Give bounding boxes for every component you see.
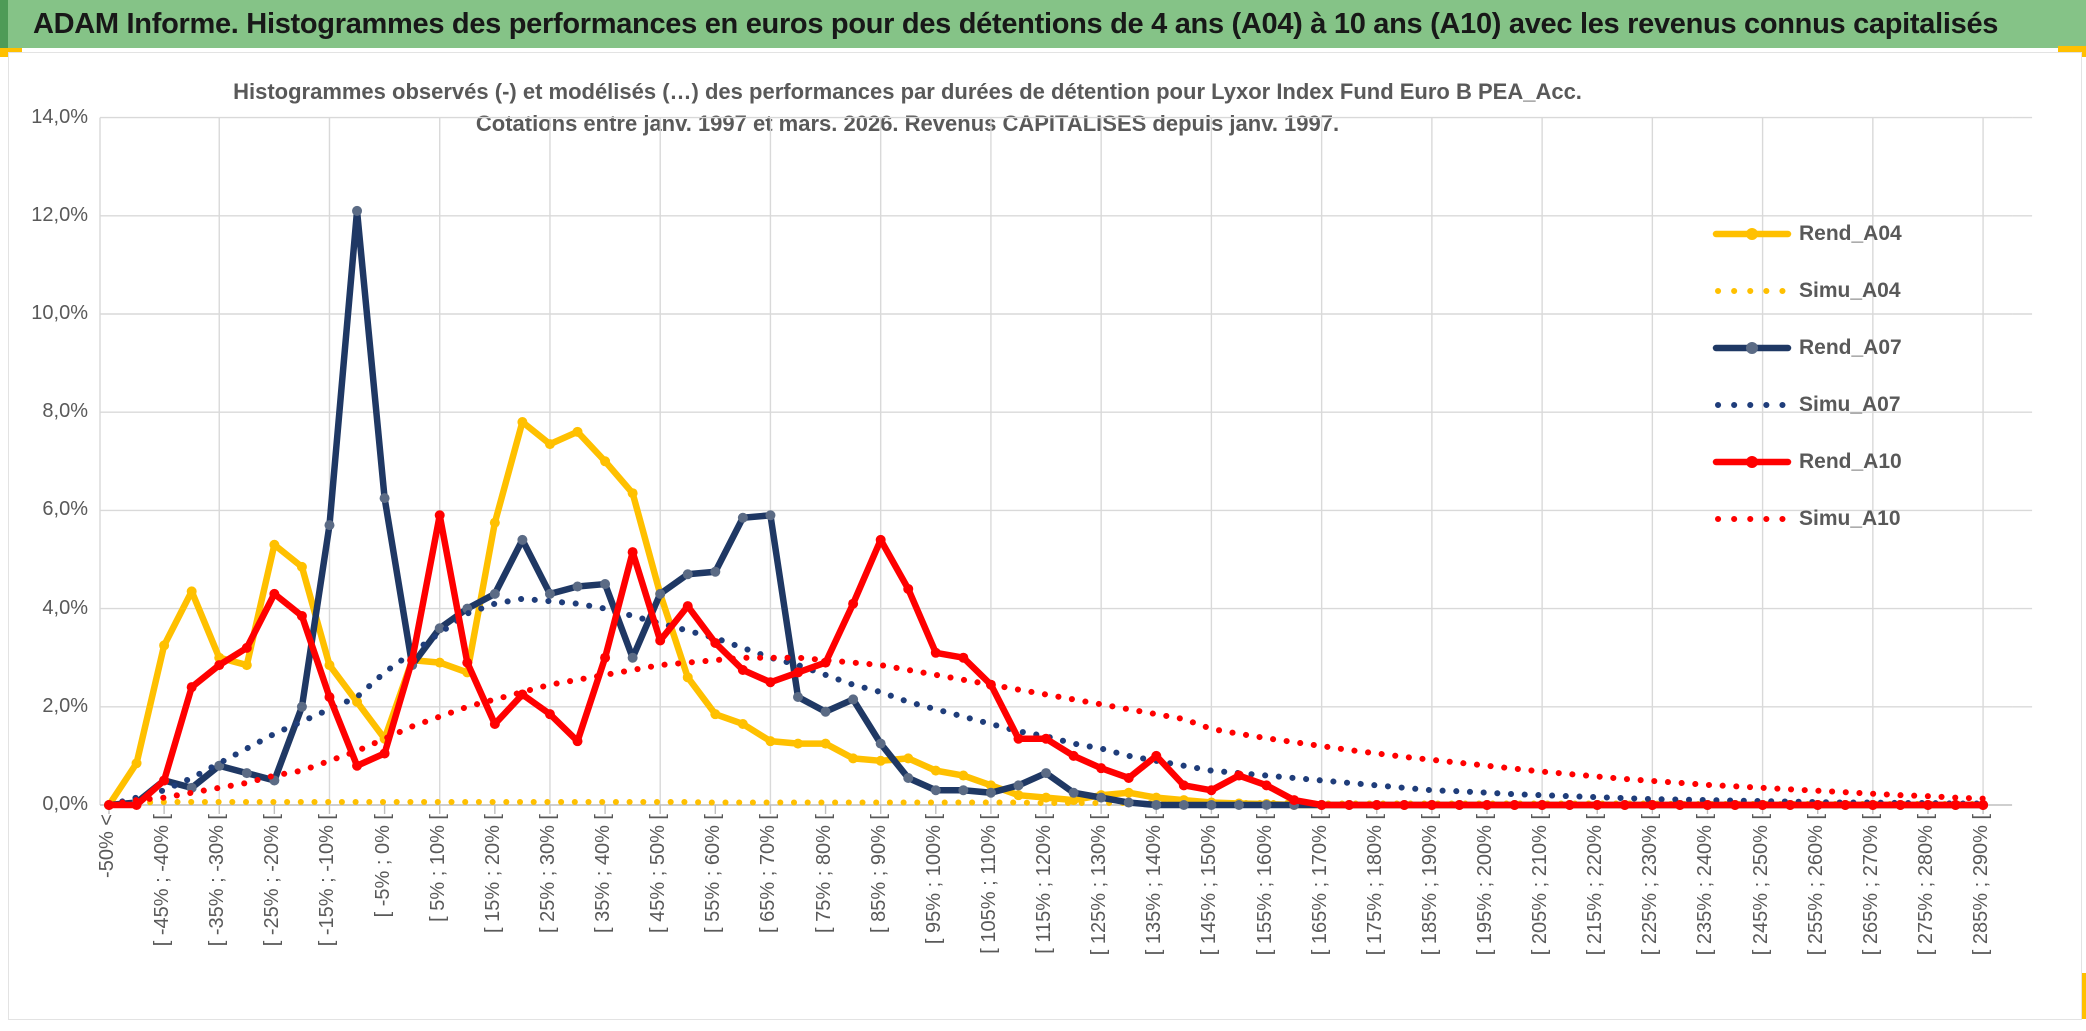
chart-title-line1: Histogrammes observés (-) et modélisés (… [233,79,1582,104]
gold-border-sliver-right [2058,46,2086,57]
x-axis-tick-label: [ 255% ; 260% [ [1804,814,1827,956]
x-axis-tick-label: [ 175% ; 180% [ [1363,814,1386,956]
series-simu-a07 [106,595,1987,808]
x-axis-tick-label: -50% < [96,814,118,878]
x-axis-tick-label: [ 25% ; 30% [ [536,814,559,933]
x-axis-tick-label: [ 165% ; 170% [ [1308,814,1331,956]
solid-line-swatch-icon [1712,227,1792,240]
x-axis-tick-label: [ 225% ; 230% [ [1639,814,1662,956]
legend-label: Simu_A04 [1799,278,1901,302]
chart-area [8,52,2082,1020]
x-axis-tick-label: [ 155% ; 160% [ [1253,814,1276,956]
x-axis-tick-label: [ 35% ; 40% [ [592,814,615,933]
header-banner: ADAM Informe. Histogrammes des performan… [0,0,2086,48]
x-axis-tick-label: [ 145% ; 150% [ [1198,814,1221,956]
x-axis-tick-label: [ 205% ; 210% [ [1529,814,1552,956]
x-axis-tick-label: [ -5% ; 0% [ [371,814,394,918]
legend-item-simu-a04[interactable]: Simu_A04 [1712,262,2012,319]
x-axis-tick-label: [ -25% ; -20% [ [261,814,284,947]
x-axis-tick-label: [ 235% ; 240% [ [1694,814,1717,956]
y-axis-tick-label: 10,0% [31,302,88,324]
legend-item-simu-a10[interactable]: Simu_A10 [1712,490,2012,547]
y-axis-tick-label: 14,0% [31,105,88,128]
header-accent-strip [0,0,8,48]
x-axis-tick-label: [ 5% ; 10% [ [426,814,449,922]
solid-line-swatch-icon [1712,341,1792,354]
x-axis-tick-label: [ 85% ; 90% [ [867,814,890,933]
page-title: ADAM Informe. Histogrammes des performan… [33,7,1999,40]
legend-item-rend-a04[interactable]: Rend_A04 [1712,205,2012,262]
legend-label: Rend_A07 [1799,335,1902,359]
x-axis-tick-label: [ 285% ; 290% [ [1970,814,1993,956]
x-axis-tick-label: [ -15% ; -10% [ [316,814,339,947]
legend-label: Simu_A07 [1799,392,1901,416]
x-axis-tick-label: [ 265% ; 270% [ [1859,814,1882,956]
series-rend-a07 [104,205,1989,810]
series-rend-a10 [104,510,1989,810]
dotted-line-swatch-icon [1715,401,1789,408]
legend-label: Rend_A10 [1799,449,1902,473]
legend-label: Rend_A04 [1799,221,1902,245]
chart-legend: Rend_A04 Simu_A04 Rend_A07 Simu_A07 Rend_A10… [1712,205,2012,547]
y-axis-tick-label: 0,0% [42,793,88,815]
series-simu-a10 [106,654,1987,808]
x-axis-tick-label: [ 55% ; 60% [ [702,814,725,933]
x-axis-tick-label: [ 135% ; 140% [ [1143,814,1166,956]
dotted-line-swatch-icon [1715,515,1789,522]
x-axis-tick-label: [ 105% ; 110% [ [977,814,1000,954]
y-axis-tick-label: 6,0% [42,498,88,521]
legend-item-rend-a10[interactable]: Rend_A10 [1712,433,2012,490]
y-axis-tick-label: 8,0% [42,400,88,423]
x-axis-tick-label: [ 45% ; 50% [ [647,814,670,933]
y-axis-tick-label: 2,0% [42,694,88,717]
y-axis-tick-label: 12,0% [31,203,88,226]
x-axis-tick-label: [ 75% ; 80% [ [812,814,835,933]
solid-line-swatch-icon [1712,455,1792,468]
x-axis-tick-label: [ 185% ; 190% [ [1418,814,1441,956]
legend-label: Simu_A10 [1799,506,1901,530]
legend-item-rend-a07[interactable]: Rend_A07 [1712,319,2012,376]
x-axis-tick-label: [ 125% ; 130% [ [1088,814,1111,956]
x-axis-tick-label: [ 215% ; 220% [ [1584,814,1607,956]
x-axis-tick-label: [ 95% ; 100% [ [922,814,945,945]
chart-title-line2: Cotations entre janv. 1997 et mars. 2026… [475,111,1340,136]
x-axis-tick-label: [ -35% ; -30% [ [206,814,229,947]
x-axis-tick-label: [ 15% ; 20% [ [481,814,504,933]
chart-title: Histogrammes observés (-) et modélisés (… [0,76,1815,140]
x-axis-tick-label: [ 115% ; 120% [ [1033,814,1056,954]
legend-item-simu-a07[interactable]: Simu_A07 [1712,376,2012,433]
x-axis-tick-label: [ 275% ; 280% [ [1914,814,1937,956]
x-axis-tick-label: [ 65% ; 70% [ [757,814,780,933]
x-axis-tick-label: [ -45% ; -40% [ [151,814,174,947]
y-axis-tick-label: 4,0% [42,596,88,619]
gold-border-sliver-bottom-right [2078,973,2086,1019]
x-axis-tick-label: [ 195% ; 200% [ [1474,814,1496,956]
x-axis-tick-label: [ 245% ; 250% [ [1749,814,1772,956]
dotted-line-swatch-icon [1715,287,1789,294]
